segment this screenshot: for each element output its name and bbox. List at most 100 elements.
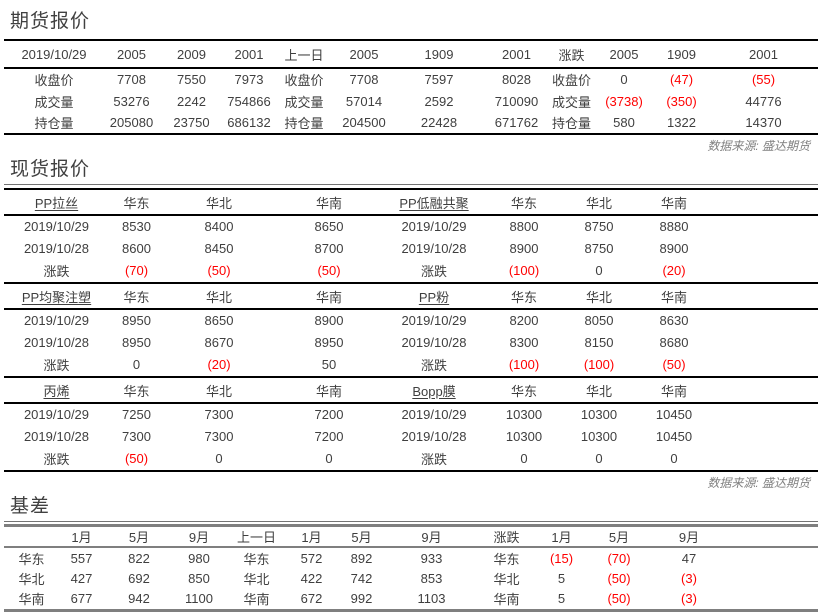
- cell: 850: [188, 571, 210, 586]
- header-cell: 2005: [117, 46, 146, 62]
- cell: [714, 425, 818, 447]
- header-cell: 华北: [585, 195, 612, 211]
- header-cell: 华南: [315, 383, 342, 399]
- cell: (20): [207, 357, 231, 372]
- cell: 2019/10/29: [23, 219, 90, 234]
- spot-table: PP拉丝 华东 华北 华南 PP低融共聚 华东 华北 华南 2019/10/29 8530 8400…: [4, 188, 818, 472]
- cell: 8950: [122, 334, 151, 350]
- header-cell: 5月: [608, 530, 630, 545]
- cell: 205080: [109, 115, 154, 130]
- cell: [714, 259, 818, 283]
- data-row: 收盘价 7708 7550 7973 收盘价 7708 7597 8028 收盘价 0 (47) (5…: [4, 68, 818, 90]
- data-row: 2019/10/28 8950 8670 8950 2019/10/28 8300 8150…: [4, 331, 818, 353]
- data-row: 2019/10/29 7250 7300 7200 2019/10/29 10300 103…: [4, 403, 818, 425]
- cell: 持仓量: [551, 116, 591, 131]
- cell: [714, 237, 818, 259]
- header-cell: 华南: [315, 289, 342, 305]
- cell: 7973: [234, 72, 264, 87]
- header-cell: PP低融共聚: [399, 195, 469, 211]
- cell: 涨跌: [43, 358, 70, 373]
- cell: 44776: [745, 93, 782, 109]
- header-cell: 9月: [188, 530, 210, 545]
- cell: 422: [300, 571, 323, 586]
- cell: 7250: [122, 407, 151, 422]
- cell: 华东: [493, 551, 520, 567]
- cell: 22428: [420, 115, 458, 130]
- header-row: 1月 5月 9月 上一日 1月 5月 9月 涨跌 1月 5月 9月: [4, 526, 818, 548]
- basis-section: 基差 1月 5月 9月 上一日 1月 5月 9月 涨跌 1月 5月 9月 华东 557 822 980 华东 5…: [4, 489, 818, 613]
- cell: 2019/10/29: [401, 219, 467, 234]
- header-row: PP均聚注塑 华东 华北 华南 PP粉 华东 华北 华南: [4, 283, 818, 309]
- header-cell: 华北: [205, 195, 232, 211]
- cell: 2019/10/28: [23, 428, 90, 444]
- cell: 7300: [204, 407, 234, 422]
- cell: 2019/10/29: [401, 407, 467, 422]
- cell: [724, 568, 818, 589]
- data-row: 2019/10/29 8950 8650 8900 2019/10/29 8200 8050…: [4, 309, 818, 331]
- header-cell: PP拉丝: [34, 195, 79, 211]
- data-source-note: 数据来源: 盛达期货: [707, 476, 810, 490]
- header-cell: [724, 526, 818, 548]
- cell: 8800: [509, 219, 539, 234]
- cell: (3): [681, 571, 697, 586]
- cell: 1100: [185, 591, 213, 607]
- cell: 华东: [18, 551, 45, 567]
- header-cell: 上一日: [236, 530, 276, 545]
- cell: 涨跌: [420, 358, 447, 373]
- cell: [714, 215, 818, 237]
- cell: 1322: [667, 115, 696, 130]
- spot-title: 现货报价: [4, 152, 818, 185]
- header-cell: 华南: [660, 289, 687, 305]
- cell: 14370: [745, 115, 782, 130]
- data-row: 华南 677 942 1100 华南 672 992 1103 华南 5 (50) (3): [4, 589, 818, 610]
- cell: 华南: [493, 592, 520, 608]
- cell: 成交量: [284, 94, 324, 110]
- cell: 8530: [122, 219, 151, 234]
- cell: 8950: [314, 334, 344, 350]
- cell: 0: [620, 72, 628, 87]
- cell: 992: [350, 591, 373, 607]
- cell: 7200: [314, 407, 344, 422]
- header-cell: PP粉: [418, 289, 450, 305]
- cell: 2019/10/28: [401, 428, 467, 444]
- cell: [714, 353, 818, 377]
- cell: 692: [128, 571, 150, 586]
- header-cell: 华南: [315, 195, 342, 211]
- cell: 23750: [173, 115, 210, 130]
- cell: 10300: [580, 428, 618, 444]
- cell: (55): [751, 72, 776, 87]
- data-row: 2019/10/29 8530 8400 8650 2019/10/29 8800 8750…: [4, 215, 818, 237]
- cell: [714, 331, 818, 353]
- data-row: 涨跌 (50) 0 0 涨跌 0 0 0: [4, 447, 818, 471]
- cell: (50): [607, 571, 631, 586]
- cell: (15): [549, 550, 574, 566]
- futures-title: 期货报价: [10, 11, 91, 32]
- cell: 57014: [345, 93, 383, 109]
- header-cell: 华东: [123, 195, 150, 211]
- header-cell: 1月: [301, 530, 322, 545]
- cell: (100): [508, 263, 540, 278]
- cell: 204500: [342, 115, 386, 130]
- cell: 持仓量: [284, 116, 324, 131]
- cell: (50): [662, 357, 686, 372]
- cell: 2019/10/29: [23, 407, 90, 422]
- cell: 980: [188, 550, 210, 566]
- header-cell: 2005: [609, 46, 639, 62]
- cell: 收盘价: [551, 73, 591, 88]
- cell: 7597: [424, 72, 454, 87]
- cell: 8880: [659, 219, 689, 234]
- header-cell: 1月: [71, 530, 92, 545]
- data-row: 成交量 53276 2242 754866 成交量 57014 2592 710090 成交量 (…: [4, 90, 818, 112]
- header-cell: 2005: [349, 46, 379, 62]
- cell: 8900: [659, 240, 689, 256]
- cell: 427: [70, 571, 93, 586]
- cell: 5: [557, 591, 566, 607]
- data-row: 涨跌 (70) (50) (50) 涨跌 (100) 0 (20): [4, 259, 818, 283]
- data-row: 2019/10/28 8600 8450 8700 2019/10/28 8900 8750…: [4, 237, 818, 259]
- cell: 5: [557, 571, 566, 586]
- header-cell: 华北: [585, 383, 612, 399]
- cell: [714, 447, 818, 471]
- cell: 2019/10/29: [23, 313, 90, 328]
- cell: 8150: [584, 334, 614, 350]
